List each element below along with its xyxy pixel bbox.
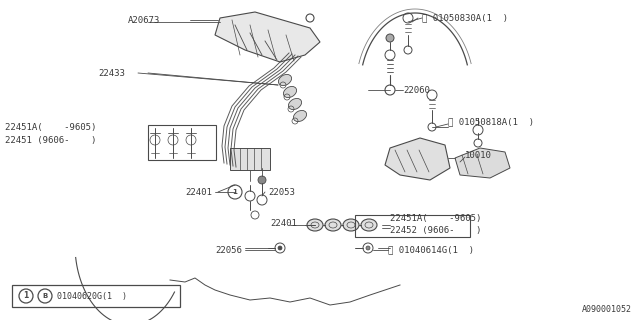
Ellipse shape bbox=[325, 219, 341, 231]
Circle shape bbox=[306, 14, 314, 22]
Text: 22401: 22401 bbox=[270, 219, 297, 228]
Text: 22060: 22060 bbox=[403, 85, 430, 94]
Polygon shape bbox=[215, 12, 320, 62]
Text: 22056: 22056 bbox=[215, 245, 242, 254]
Polygon shape bbox=[385, 138, 450, 180]
Text: B: B bbox=[42, 293, 47, 299]
Ellipse shape bbox=[361, 219, 377, 231]
Polygon shape bbox=[455, 148, 510, 178]
Ellipse shape bbox=[343, 219, 359, 231]
Text: Ⓑ 01050830A(1  ): Ⓑ 01050830A(1 ) bbox=[422, 13, 508, 22]
Text: 22452 (9606-    ): 22452 (9606- ) bbox=[390, 226, 481, 235]
Circle shape bbox=[366, 246, 370, 250]
Text: 22053: 22053 bbox=[268, 188, 295, 196]
Circle shape bbox=[278, 246, 282, 250]
Text: 22451 (9606-    ): 22451 (9606- ) bbox=[5, 135, 97, 145]
Text: 22451A(    -9605): 22451A( -9605) bbox=[390, 213, 481, 222]
Ellipse shape bbox=[278, 75, 292, 85]
Text: Ⓑ 01040614G(1  ): Ⓑ 01040614G(1 ) bbox=[388, 245, 474, 254]
Circle shape bbox=[228, 185, 242, 199]
Text: 22401: 22401 bbox=[185, 188, 212, 196]
Ellipse shape bbox=[289, 99, 301, 109]
Text: 01040620G(1  ): 01040620G(1 ) bbox=[57, 292, 127, 300]
Ellipse shape bbox=[307, 219, 323, 231]
Ellipse shape bbox=[294, 110, 307, 122]
Text: A20673: A20673 bbox=[128, 15, 160, 25]
Text: 1: 1 bbox=[24, 292, 29, 300]
Text: 22433: 22433 bbox=[98, 68, 125, 77]
Ellipse shape bbox=[284, 86, 296, 98]
Text: A090001052: A090001052 bbox=[582, 306, 632, 315]
Text: 10010: 10010 bbox=[465, 150, 492, 159]
Text: Ⓑ 01050818A(1  ): Ⓑ 01050818A(1 ) bbox=[448, 117, 534, 126]
Circle shape bbox=[258, 176, 266, 184]
FancyBboxPatch shape bbox=[230, 148, 270, 170]
Text: 1: 1 bbox=[232, 189, 237, 195]
Circle shape bbox=[386, 34, 394, 42]
Text: 22451A(    -9605): 22451A( -9605) bbox=[5, 123, 97, 132]
